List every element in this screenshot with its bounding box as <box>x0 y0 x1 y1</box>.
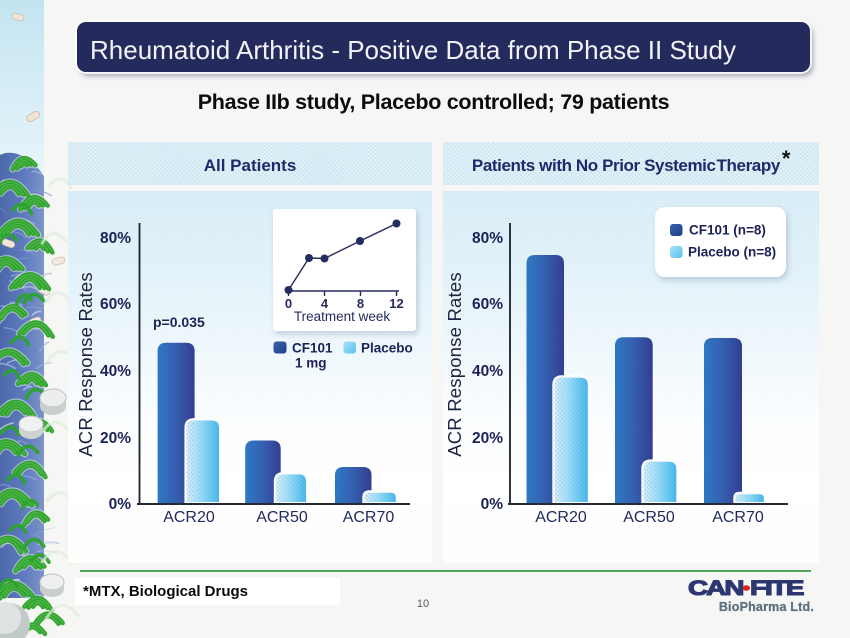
svg-text:4: 4 <box>321 296 329 311</box>
svg-text:p=0.035: p=0.035 <box>153 314 205 330</box>
svg-text:40%: 40% <box>472 363 503 380</box>
svg-text:0%: 0% <box>109 496 132 513</box>
svg-text:ACR50: ACR50 <box>256 509 308 526</box>
svg-text:Placebo (n=8): Placebo (n=8) <box>688 245 776 260</box>
svg-text:ACR20: ACR20 <box>535 509 587 526</box>
svg-text:ACR70: ACR70 <box>343 509 395 526</box>
svg-text:80%: 80% <box>472 230 503 247</box>
svg-text:ACR Response Rates: ACR Response Rates <box>444 272 465 457</box>
svg-text:ACR50: ACR50 <box>623 509 675 526</box>
svg-text:ACR20: ACR20 <box>163 509 215 526</box>
svg-text:ACR70: ACR70 <box>712 509 764 526</box>
svg-text:8: 8 <box>357 296 364 311</box>
svg-text:CF101 (n=8): CF101 (n=8) <box>689 223 766 238</box>
svg-text:20%: 20% <box>472 430 503 447</box>
svg-text:1 mg: 1 mg <box>295 356 327 371</box>
svg-text:Placebo: Placebo <box>361 341 413 356</box>
svg-text:60%: 60% <box>100 296 131 313</box>
svg-text:CF101: CF101 <box>292 341 333 356</box>
svg-text:0: 0 <box>285 296 292 311</box>
svg-text:40%: 40% <box>100 363 131 380</box>
svg-text:0%: 0% <box>481 496 504 513</box>
svg-text:Treatment week: Treatment week <box>294 309 391 324</box>
svg-text:60%: 60% <box>472 296 503 313</box>
svg-text:ACR Response Rates: ACR Response Rates <box>75 272 96 457</box>
svg-text:20%: 20% <box>100 430 131 447</box>
svg-text:80%: 80% <box>100 230 131 247</box>
svg-text:12: 12 <box>389 296 403 311</box>
